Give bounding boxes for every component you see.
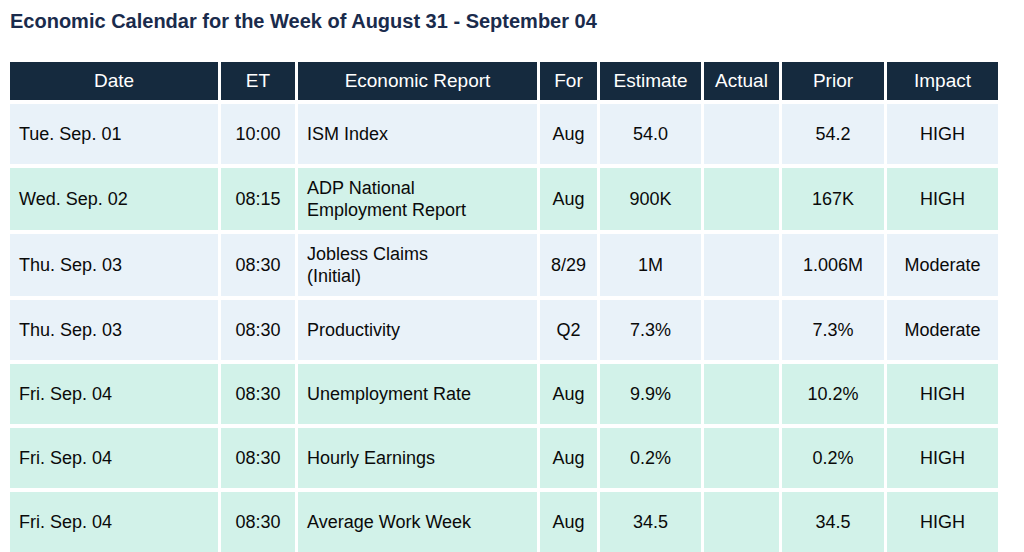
table-row: Tue. Sep. 01 10:00 ISM Index Aug 54.0 54… xyxy=(10,104,998,164)
cell-date: Wed. Sep. 02 xyxy=(10,168,218,230)
cell-et: 08:15 xyxy=(221,168,295,230)
cell-prior: 167K xyxy=(782,168,884,230)
cell-date: Fri. Sep. 04 xyxy=(10,492,218,552)
cell-et: 10:00 xyxy=(221,104,295,164)
cell-impact: Moderate xyxy=(887,234,998,296)
table-row: Thu. Sep. 03 08:30 Jobless Claims (Initi… xyxy=(10,234,998,296)
table-header-row: Date ET Economic Report For Estimate Act… xyxy=(10,62,998,100)
cell-prior: 0.2% xyxy=(782,428,884,488)
cell-date: Tue. Sep. 01 xyxy=(10,104,218,164)
cell-actual xyxy=(704,104,779,164)
cell-impact: HIGH xyxy=(887,364,998,424)
header-cell-et: ET xyxy=(221,62,295,100)
economic-calendar-table: Date ET Economic Report For Estimate Act… xyxy=(7,58,1001,552)
cell-estimate: 54.0 xyxy=(600,104,701,164)
header-cell-report: Economic Report xyxy=(298,62,537,100)
cell-actual xyxy=(704,300,779,360)
header-cell-prior: Prior xyxy=(782,62,884,100)
cell-actual xyxy=(704,364,779,424)
cell-estimate: 34.5 xyxy=(600,492,701,552)
cell-report: Hourly Earnings xyxy=(298,428,537,488)
cell-report: Unemployment Rate xyxy=(298,364,537,424)
cell-report: Productivity xyxy=(298,300,537,360)
cell-actual xyxy=(704,428,779,488)
cell-date: Thu. Sep. 03 xyxy=(10,234,218,296)
cell-for: 8/29 xyxy=(540,234,597,296)
cell-actual xyxy=(704,168,779,230)
cell-et: 08:30 xyxy=(221,492,295,552)
table-header: Date ET Economic Report For Estimate Act… xyxy=(10,62,998,100)
cell-prior: 10.2% xyxy=(782,364,884,424)
cell-report: ISM Index xyxy=(298,104,537,164)
page-title: Economic Calendar for the Week of August… xyxy=(10,9,1024,33)
cell-for: Aug xyxy=(540,168,597,230)
cell-prior: 34.5 xyxy=(782,492,884,552)
header-cell-for: For xyxy=(540,62,597,100)
cell-date: Thu. Sep. 03 xyxy=(10,300,218,360)
cell-for: Aug xyxy=(540,364,597,424)
table-body: Tue. Sep. 01 10:00 ISM Index Aug 54.0 54… xyxy=(10,104,998,552)
header-cell-impact: Impact xyxy=(887,62,998,100)
cell-et: 08:30 xyxy=(221,300,295,360)
cell-prior: 7.3% xyxy=(782,300,884,360)
table-row: Thu. Sep. 03 08:30 Productivity Q2 7.3% … xyxy=(10,300,998,360)
cell-impact: Moderate xyxy=(887,300,998,360)
cell-for: Aug xyxy=(540,428,597,488)
cell-for: Aug xyxy=(540,492,597,552)
cell-estimate: 7.3% xyxy=(600,300,701,360)
cell-impact: HIGH xyxy=(887,492,998,552)
cell-et: 08:30 xyxy=(221,364,295,424)
cell-estimate: 1M xyxy=(600,234,701,296)
cell-date: Fri. Sep. 04 xyxy=(10,364,218,424)
table-row: Fri. Sep. 04 08:30 Unemployment Rate Aug… xyxy=(10,364,998,424)
cell-impact: HIGH xyxy=(887,104,998,164)
cell-report: Average Work Week xyxy=(298,492,537,552)
header-cell-date: Date xyxy=(10,62,218,100)
table-row: Fri. Sep. 04 08:30 Average Work Week Aug… xyxy=(10,492,998,552)
cell-impact: HIGH xyxy=(887,428,998,488)
cell-for: Aug xyxy=(540,104,597,164)
cell-actual xyxy=(704,234,779,296)
table-row: Fri. Sep. 04 08:30 Hourly Earnings Aug 0… xyxy=(10,428,998,488)
cell-actual xyxy=(704,492,779,552)
cell-date: Fri. Sep. 04 xyxy=(10,428,218,488)
header-cell-actual: Actual xyxy=(704,62,779,100)
cell-report: ADP National Employment Report xyxy=(298,168,537,230)
cell-et: 08:30 xyxy=(221,428,295,488)
table-row: Wed. Sep. 02 08:15 ADP National Employme… xyxy=(10,168,998,230)
cell-estimate: 9.9% xyxy=(600,364,701,424)
cell-impact: HIGH xyxy=(887,168,998,230)
cell-estimate: 0.2% xyxy=(600,428,701,488)
cell-report: Jobless Claims (Initial) xyxy=(298,234,537,296)
cell-prior: 1.006M xyxy=(782,234,884,296)
cell-et: 08:30 xyxy=(221,234,295,296)
cell-prior: 54.2 xyxy=(782,104,884,164)
cell-estimate: 900K xyxy=(600,168,701,230)
header-cell-estimate: Estimate xyxy=(600,62,701,100)
cell-for: Q2 xyxy=(540,300,597,360)
